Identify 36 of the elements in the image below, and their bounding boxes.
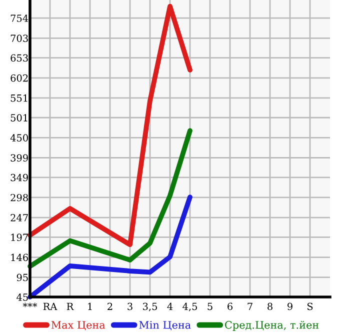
y-tick-label: 754 [10, 14, 28, 22]
y-tick-label: 349 [10, 174, 28, 182]
y-tick-label: 247 [10, 214, 28, 222]
y-tick-label: 602 [10, 74, 28, 82]
x-tick-label: 4 [167, 302, 173, 310]
x-tick-label: 6 [228, 302, 232, 310]
y-tick-label: 653 [10, 54, 28, 62]
x-tick-label: 1 [88, 302, 92, 310]
x-tick-label: RA [43, 302, 58, 310]
y-tick-label: 45 [16, 293, 28, 301]
x-tick-label: 8 [268, 302, 272, 310]
y-tick-label: 146 [11, 254, 28, 262]
y-tick-label: 95 [16, 274, 28, 282]
legend-label: Сред.Цена, т.йен [225, 320, 319, 331]
line-series [28, 194, 192, 300]
x-tick-label: S [307, 302, 313, 310]
legend-label: Max Цена [51, 321, 106, 330]
x-tick-label: 3,5 [143, 302, 157, 312]
y-tick-label: 399 [10, 154, 28, 162]
y-tick-label: 197 [11, 234, 28, 242]
x-tick-label: 3 [128, 302, 132, 310]
legend-label: Min Цена [139, 321, 191, 330]
x-tick-label: 5 [208, 302, 212, 310]
line-series [28, 4, 192, 248]
x-tick-label: 4,5 [182, 302, 197, 312]
y-tick-label: 450 [10, 134, 28, 142]
x-tick-label: 2 [108, 302, 112, 310]
x-tick-label: *** [22, 302, 38, 308]
y-tick-label: 298 [10, 194, 28, 202]
line-series [28, 128, 192, 269]
y-tick-label: 551 [10, 94, 28, 102]
y-tick-label: 703 [10, 34, 28, 42]
x-tick-label: 9 [288, 302, 292, 310]
x-tick-label: R [66, 302, 74, 310]
y-tick-label: 501 [10, 114, 28, 122]
x-tick-label: 7 [248, 302, 252, 310]
